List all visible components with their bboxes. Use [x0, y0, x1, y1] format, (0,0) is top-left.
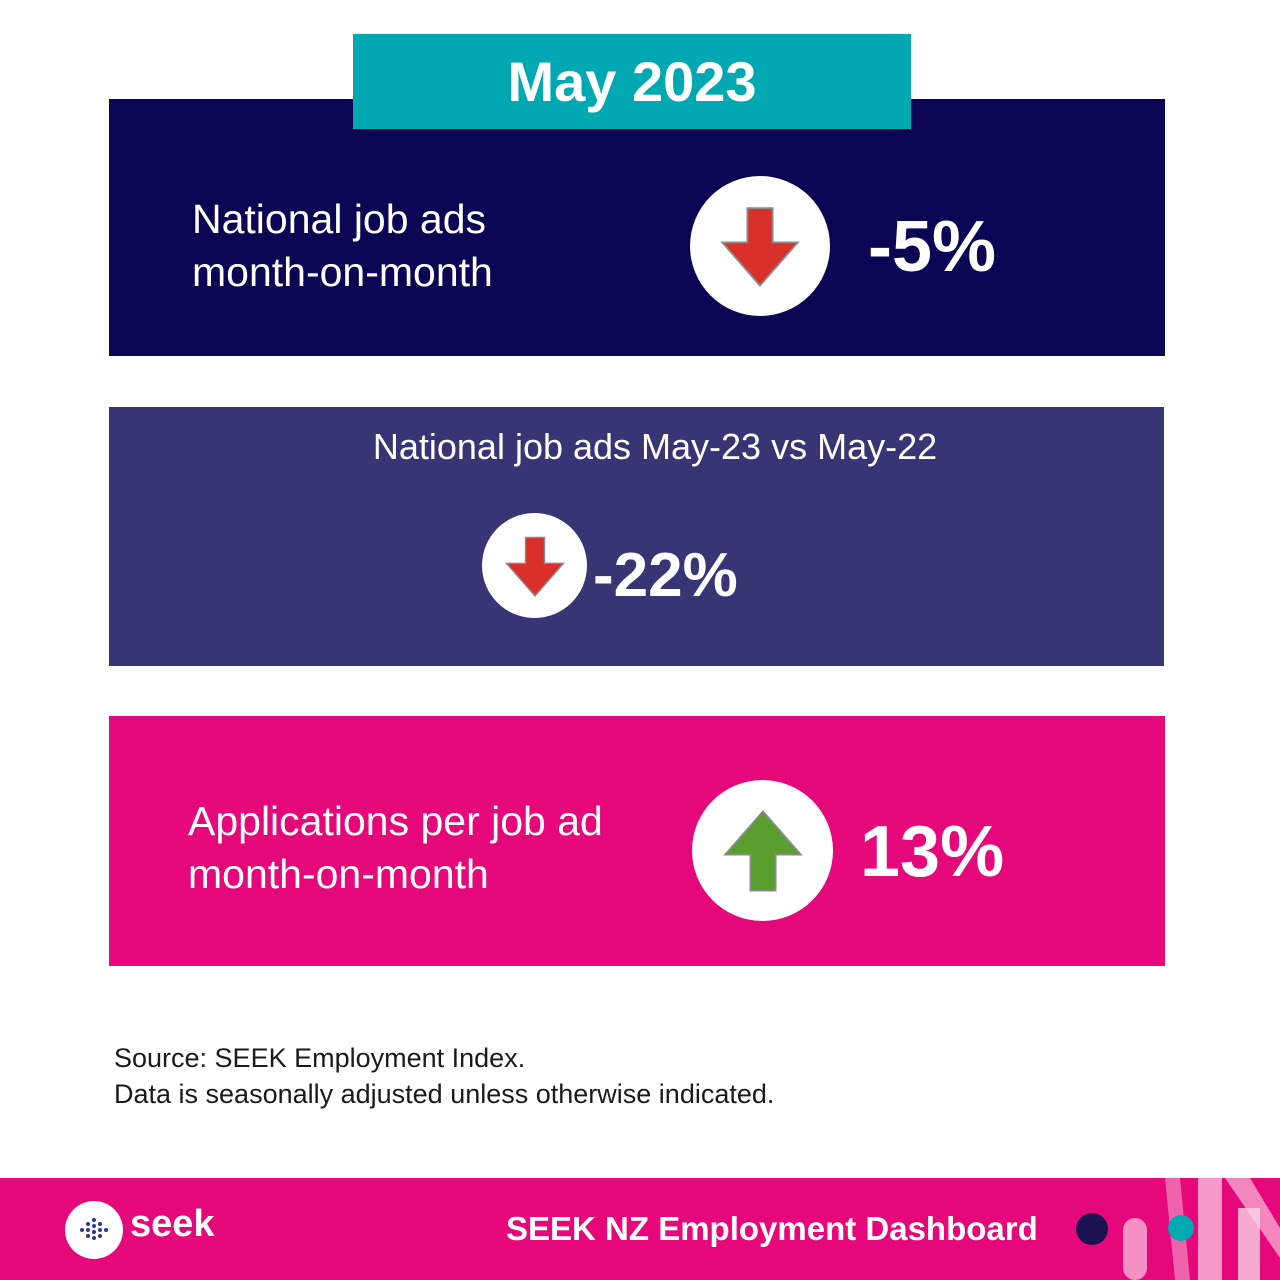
decorative-dot	[1076, 1213, 1108, 1245]
decorative-shapes	[1123, 1178, 1280, 1280]
dashboard-title: SEEK NZ Employment Dashboard	[506, 1210, 1038, 1247]
label-line-2: month-on-month	[192, 249, 493, 295]
applications-label: Applications per job ad month-on-month	[188, 795, 603, 901]
source-line-2: Data is seasonally adjusted unless other…	[114, 1079, 775, 1109]
monthly-job-ads-value: -5%	[868, 207, 997, 287]
source-line-1: Source: SEEK Employment Index.	[114, 1043, 526, 1073]
month-label: May 2023	[353, 34, 911, 129]
footer-bar	[0, 1178, 1280, 1280]
label-line-2: month-on-month	[188, 851, 489, 897]
arrow-down-icon	[690, 176, 830, 316]
yearly-job-ads-card	[109, 407, 1164, 666]
arrow-down-icon	[482, 513, 587, 618]
seek-logo-icon	[65, 1201, 123, 1259]
label-line-1: Applications per job ad	[188, 798, 603, 844]
label-line-1: National job ads	[192, 196, 487, 242]
seek-logo-text: seek	[130, 1203, 215, 1245]
monthly-job-ads-card	[109, 99, 1165, 356]
yearly-job-ads-value: -22%	[593, 541, 738, 610]
decorative-dot	[1168, 1215, 1194, 1241]
source-note: Source: SEEK Employment Index. Data is s…	[114, 1040, 774, 1112]
applications-card	[109, 716, 1165, 966]
applications-value: 13%	[860, 812, 1005, 892]
monthly-job-ads-label: National job ads month-on-month	[192, 193, 493, 299]
yearly-job-ads-title: National job ads May-23 vs May-22	[372, 426, 938, 467]
arrow-up-icon	[692, 780, 833, 921]
